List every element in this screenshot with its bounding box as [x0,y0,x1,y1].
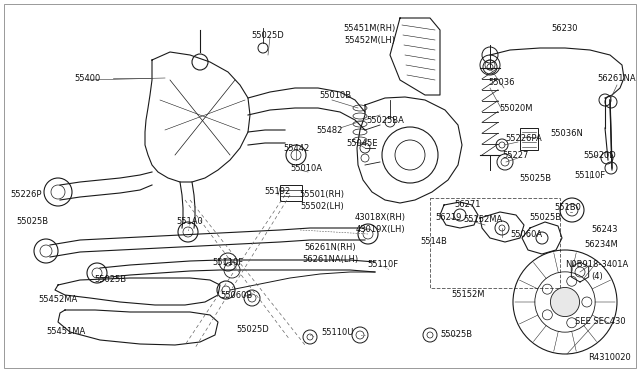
Text: 55192: 55192 [265,187,291,196]
Text: 55501(RH): 55501(RH) [300,190,344,199]
Text: 55025B: 55025B [94,276,126,285]
Text: 55502(LH): 55502(LH) [300,202,344,212]
Text: 56261NA: 56261NA [598,74,636,83]
Text: 55442: 55442 [284,144,310,153]
Text: 55227: 55227 [503,151,529,160]
Text: 55036N: 55036N [550,128,584,138]
Text: 55060B: 55060B [221,292,253,301]
Text: 56271: 56271 [455,201,481,209]
Bar [430,198,560,288]
Text: 55010A: 55010A [290,164,322,173]
Text: 55152M: 55152M [451,291,484,299]
Text: SEE SEC430: SEE SEC430 [575,317,625,327]
Text: 55110F: 55110F [575,170,605,180]
Text: 55152MA: 55152MA [463,215,502,224]
Text: 55060A: 55060A [510,231,542,240]
Text: 55025D: 55025D [237,326,269,334]
Text: 551A0: 551A0 [177,218,204,227]
Text: 55110F: 55110F [367,260,399,269]
Text: 55452MA: 55452MA [38,295,77,305]
Text: 56234M: 56234M [584,241,618,250]
Text: 55400: 55400 [75,74,101,83]
Text: 55451M(RH): 55451M(RH) [344,23,396,32]
Text: 55025D: 55025D [252,31,284,39]
Text: 43019X(LH): 43019X(LH) [355,225,405,234]
Circle shape [550,288,580,317]
Bar [520,128,538,150]
Text: 56219: 56219 [436,214,462,222]
Text: 55025B: 55025B [519,173,551,183]
Text: 56261NA(LH): 56261NA(LH) [302,256,358,264]
Text: 551B0: 551B0 [555,203,581,212]
Text: 5514B: 5514B [420,237,447,247]
Text: (4): (4) [591,273,603,282]
Text: 55036: 55036 [489,77,515,87]
Text: N0B918-3401A: N0B918-3401A [565,260,628,269]
Text: 55226P: 55226P [10,190,42,199]
Text: 55025B: 55025B [440,330,472,340]
Text: R4310020: R4310020 [589,353,632,362]
Bar [280,185,302,201]
Text: 55110F: 55110F [212,259,244,267]
Text: 56230: 56230 [552,23,579,32]
Text: 43018X(RH): 43018X(RH) [355,214,406,222]
Text: 55451MA: 55451MA [46,327,86,337]
Text: 55025B: 55025B [16,218,48,227]
Text: 55452M(LH): 55452M(LH) [344,35,396,45]
Text: 56243: 56243 [592,225,618,234]
Text: 56261N(RH): 56261N(RH) [304,244,356,253]
Text: 55020M: 55020M [499,103,532,112]
Text: 55025BA: 55025BA [366,115,404,125]
Text: 55226PA: 55226PA [506,134,542,142]
Text: 55020D: 55020D [584,151,616,160]
Text: 55010B: 55010B [319,90,351,99]
Text: 55045E: 55045E [346,138,378,148]
Text: 55110U: 55110U [322,328,354,337]
Text: 55482: 55482 [317,125,343,135]
Text: 55025B: 55025B [529,214,561,222]
